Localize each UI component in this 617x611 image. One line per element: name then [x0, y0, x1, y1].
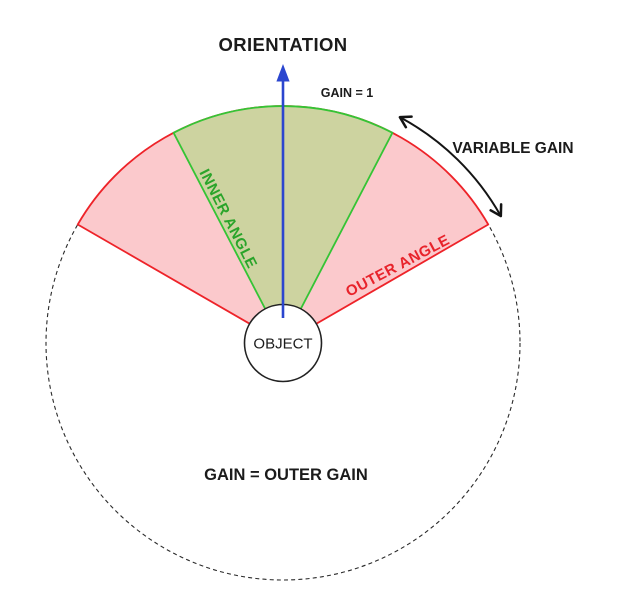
- orientation-arrow-head-icon: [276, 64, 290, 82]
- variable-gain-range-arrow: [398, 115, 503, 218]
- gain-outer-gain-label: GAIN = OUTER GAIN: [204, 466, 368, 484]
- gain-one-label: GAIN = 1: [321, 86, 373, 100]
- orientation-label: ORIENTATION: [218, 34, 347, 55]
- variable-gain-label: VARIABLE GAIN: [452, 140, 573, 157]
- object-label: OBJECT: [253, 336, 312, 353]
